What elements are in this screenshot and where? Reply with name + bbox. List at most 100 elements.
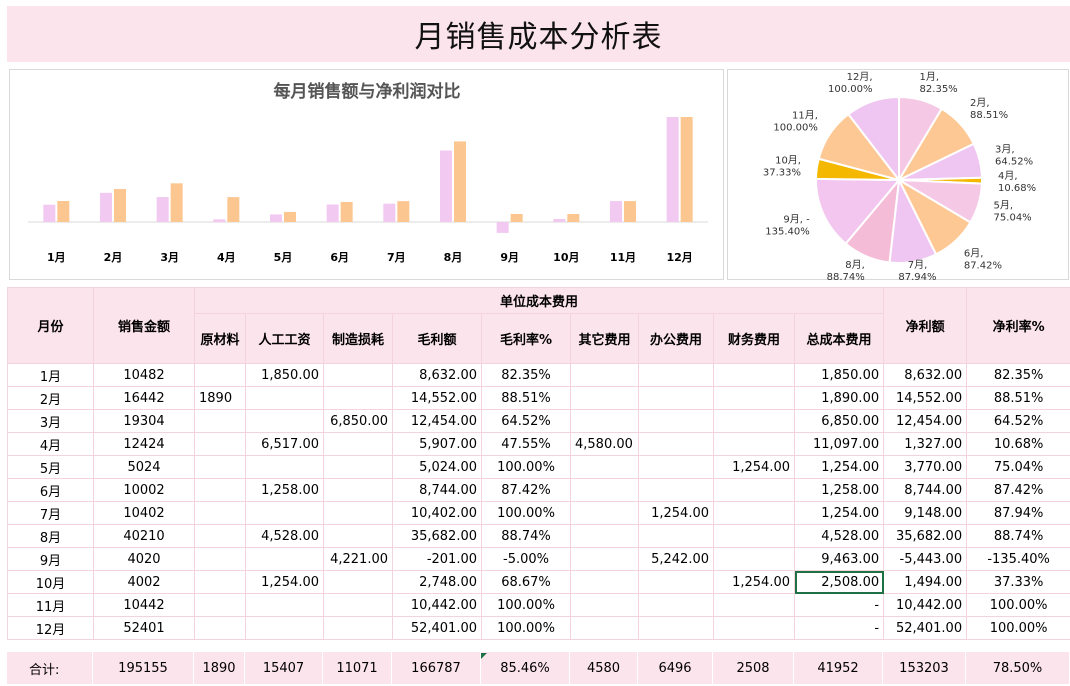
table-cell[interactable]: 10002 xyxy=(93,478,195,502)
table-cell[interactable]: 10,442.00 xyxy=(883,593,968,617)
table-cell[interactable]: 8,632.00 xyxy=(883,363,968,387)
table-cell[interactable]: - xyxy=(793,593,885,617)
table-cell[interactable] xyxy=(245,409,324,433)
table-cell[interactable]: 6,517.00 xyxy=(245,432,324,456)
table-cell[interactable]: 14,552.00 xyxy=(883,386,968,410)
header-total-cost[interactable]: 总成本费用 xyxy=(793,313,885,364)
table-cell[interactable] xyxy=(194,432,246,456)
table-cell[interactable] xyxy=(194,478,246,502)
table-cell[interactable]: 5,024.00 xyxy=(392,455,482,479)
table-cell[interactable]: -201.00 xyxy=(392,547,482,571)
table-cell[interactable] xyxy=(638,570,714,594)
bar-series1-7[interactable] xyxy=(383,203,396,222)
table-cell[interactable]: 1,258.00 xyxy=(245,478,324,502)
table-cell[interactable]: 10482 xyxy=(93,363,195,387)
pie-slice-9[interactable] xyxy=(815,177,902,246)
bar-chart[interactable]: 每月销售额与净利润对比 1月 2月 3月 4月 5月 6月 7月 8月 9月 10月 11月 12月 xyxy=(9,69,724,280)
table-cell[interactable]: 82.35% xyxy=(481,363,571,387)
table-cell[interactable]: 100.00% xyxy=(481,593,571,617)
table-cell[interactable]: 1,254.00 xyxy=(638,501,714,525)
table-cell[interactable]: 1月 xyxy=(7,363,94,387)
header-material[interactable]: 原材料 xyxy=(194,313,246,364)
table-cell[interactable] xyxy=(194,501,246,525)
table-cell[interactable] xyxy=(638,409,714,433)
totals-cell[interactable]: 153203 xyxy=(883,652,966,684)
table-cell[interactable] xyxy=(570,386,639,410)
header-gross-profit[interactable]: 毛利额 xyxy=(392,313,482,364)
table-cell[interactable] xyxy=(638,455,714,479)
table-cell[interactable] xyxy=(713,524,795,548)
table-cell[interactable]: 11月 xyxy=(7,593,94,617)
table-cell[interactable] xyxy=(323,616,393,640)
table-cell[interactable] xyxy=(194,547,246,571)
table-cell[interactable]: 35,682.00 xyxy=(883,524,968,548)
table-cell[interactable]: 87.94% xyxy=(966,501,1070,525)
table-cell[interactable]: 1,254.00 xyxy=(713,570,795,594)
table-cell[interactable]: 37.33% xyxy=(966,570,1070,594)
header-office[interactable]: 办公费用 xyxy=(638,313,714,364)
bar-series1-1[interactable] xyxy=(43,204,56,222)
table-cell[interactable]: 4,528.00 xyxy=(793,524,885,548)
table-cell[interactable]: 1,890.00 xyxy=(793,386,885,410)
table-cell[interactable]: 5月 xyxy=(7,455,94,479)
bar-series2-2[interactable] xyxy=(114,189,126,222)
table-cell[interactable]: 100.00% xyxy=(481,501,571,525)
header-month[interactable]: 月份 xyxy=(7,287,94,364)
table-cell[interactable]: 5,242.00 xyxy=(638,547,714,571)
table-cell[interactable]: 10402 xyxy=(93,501,195,525)
pie-chart[interactable]: 1月, 82.35% 2月, 88.51% 3月, 64.52% 4月, 10.68% 5月, 7… xyxy=(727,69,1069,281)
table-cell[interactable]: 4月 xyxy=(7,432,94,456)
header-net-profit[interactable]: 净利额 xyxy=(883,287,968,364)
table-cell[interactable]: 10月 xyxy=(7,570,94,594)
table-cell[interactable]: 12,454.00 xyxy=(392,409,482,433)
table-cell[interactable] xyxy=(570,616,639,640)
bar-series1-12[interactable] xyxy=(666,117,679,222)
table-cell[interactable]: 4,580.00 xyxy=(570,432,639,456)
table-cell[interactable]: 8,632.00 xyxy=(392,363,482,387)
table-cell[interactable] xyxy=(570,455,639,479)
bar-series2-10[interactable] xyxy=(567,213,580,222)
table-cell[interactable]: 100.00% xyxy=(481,455,571,479)
totals-cell[interactable]: 2508 xyxy=(713,652,794,684)
totals-cell[interactable]: 4580 xyxy=(570,652,638,684)
table-cell[interactable] xyxy=(245,501,324,525)
table-cell[interactable] xyxy=(713,547,795,571)
table-cell[interactable]: 6,850.00 xyxy=(793,409,885,433)
table-cell[interactable] xyxy=(638,386,714,410)
table-cell[interactable] xyxy=(570,501,639,525)
table-cell[interactable]: 9,148.00 xyxy=(883,501,968,525)
table-cell[interactable]: 6,850.00 xyxy=(323,409,393,433)
table-cell[interactable]: 2,508.00 xyxy=(793,570,885,594)
table-cell[interactable] xyxy=(713,363,795,387)
table-cell[interactable]: 87.42% xyxy=(481,478,571,502)
bar-series1-11[interactable] xyxy=(610,201,622,222)
table-cell[interactable] xyxy=(194,524,246,548)
bar-series1-10[interactable] xyxy=(553,219,566,222)
table-cell[interactable]: 68.67% xyxy=(481,570,571,594)
table-cell[interactable]: 4,221.00 xyxy=(323,547,393,571)
header-finance[interactable]: 财务费用 xyxy=(713,313,795,364)
table-cell[interactable]: 1,494.00 xyxy=(883,570,968,594)
table-cell[interactable] xyxy=(245,593,324,617)
table-cell[interactable]: 10442 xyxy=(93,593,195,617)
table-cell[interactable]: 52,401.00 xyxy=(883,616,968,640)
table-cell[interactable]: 1,850.00 xyxy=(245,363,324,387)
table-cell[interactable]: 40210 xyxy=(93,524,195,548)
table-cell[interactable]: - xyxy=(793,616,885,640)
table-cell[interactable]: 1,254.00 xyxy=(245,570,324,594)
table-cell[interactable] xyxy=(570,363,639,387)
totals-cell[interactable]: 78.50% xyxy=(966,652,1070,684)
bar-series2-4[interactable] xyxy=(227,197,240,222)
table-cell[interactable]: 1,327.00 xyxy=(883,432,968,456)
header-sales[interactable]: 销售金额 xyxy=(93,287,195,364)
header-gross-margin[interactable]: 毛利率% xyxy=(481,313,571,364)
table-cell[interactable] xyxy=(638,363,714,387)
table-cell[interactable]: 12424 xyxy=(93,432,195,456)
table-cell[interactable] xyxy=(323,593,393,617)
table-cell[interactable]: 9月 xyxy=(7,547,94,571)
table-cell[interactable]: 64.52% xyxy=(481,409,571,433)
table-cell[interactable]: 52401 xyxy=(93,616,195,640)
table-cell[interactable] xyxy=(713,409,795,433)
table-cell[interactable]: 9,463.00 xyxy=(793,547,885,571)
header-net-margin[interactable]: 净利率% xyxy=(966,287,1070,364)
